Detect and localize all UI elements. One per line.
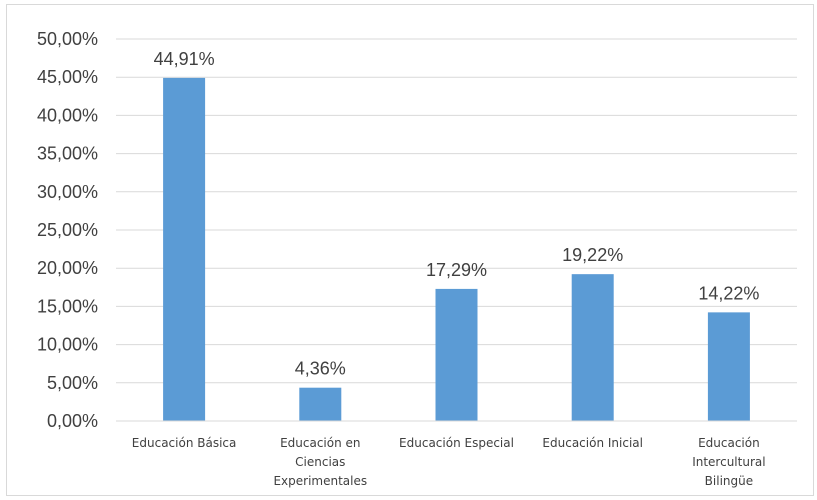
category-label: Intercultural [692, 455, 765, 469]
y-tick-label: 15,00% [37, 296, 98, 316]
data-label: 44,91% [154, 49, 215, 69]
category-labels: Educación Básica Educación en Ciencias Expe… [132, 436, 766, 488]
category-label: Ciencias [295, 455, 345, 469]
category-label: Educación Especial [399, 436, 514, 450]
category-label: Experimentales [273, 474, 367, 488]
y-tick-label: 5,00% [47, 373, 98, 393]
bar [571, 274, 614, 421]
y-tick-label: 25,00% [37, 220, 98, 240]
y-tick-label: 35,00% [37, 144, 98, 164]
y-tick-label: 20,00% [37, 258, 98, 278]
y-axis-tick-labels: 0,00% 5,00% 10,00% 15,00% 20,00% 25,00% 30,00%… [37, 29, 98, 431]
bar [707, 312, 750, 421]
category-label: Educación en [280, 436, 360, 450]
category-label: Educación [698, 436, 760, 450]
bars [163, 77, 750, 421]
y-tick-label: 0,00% [47, 411, 98, 431]
data-labels: 44,91% 4,36% 17,29% 19,22% 14,22% [154, 49, 760, 379]
y-tick-label: 45,00% [37, 67, 98, 87]
category-label: Bilingüe [705, 474, 753, 488]
data-label: 19,22% [562, 245, 623, 265]
chart-frame [6, 4, 814, 496]
y-tick-label: 40,00% [37, 105, 98, 125]
bar [163, 77, 206, 421]
y-tick-label: 30,00% [37, 182, 98, 202]
data-label: 17,29% [426, 260, 487, 280]
data-label: 4,36% [295, 359, 346, 379]
data-label: 14,22% [698, 283, 759, 303]
y-tick-label: 10,00% [37, 335, 98, 355]
category-label: Educación Básica [132, 436, 237, 450]
y-tick-label: 50,00% [37, 29, 98, 49]
bar [435, 288, 478, 421]
gridlines [116, 38, 797, 384]
bar [299, 387, 342, 421]
category-label: Educación Inicial [542, 436, 643, 450]
